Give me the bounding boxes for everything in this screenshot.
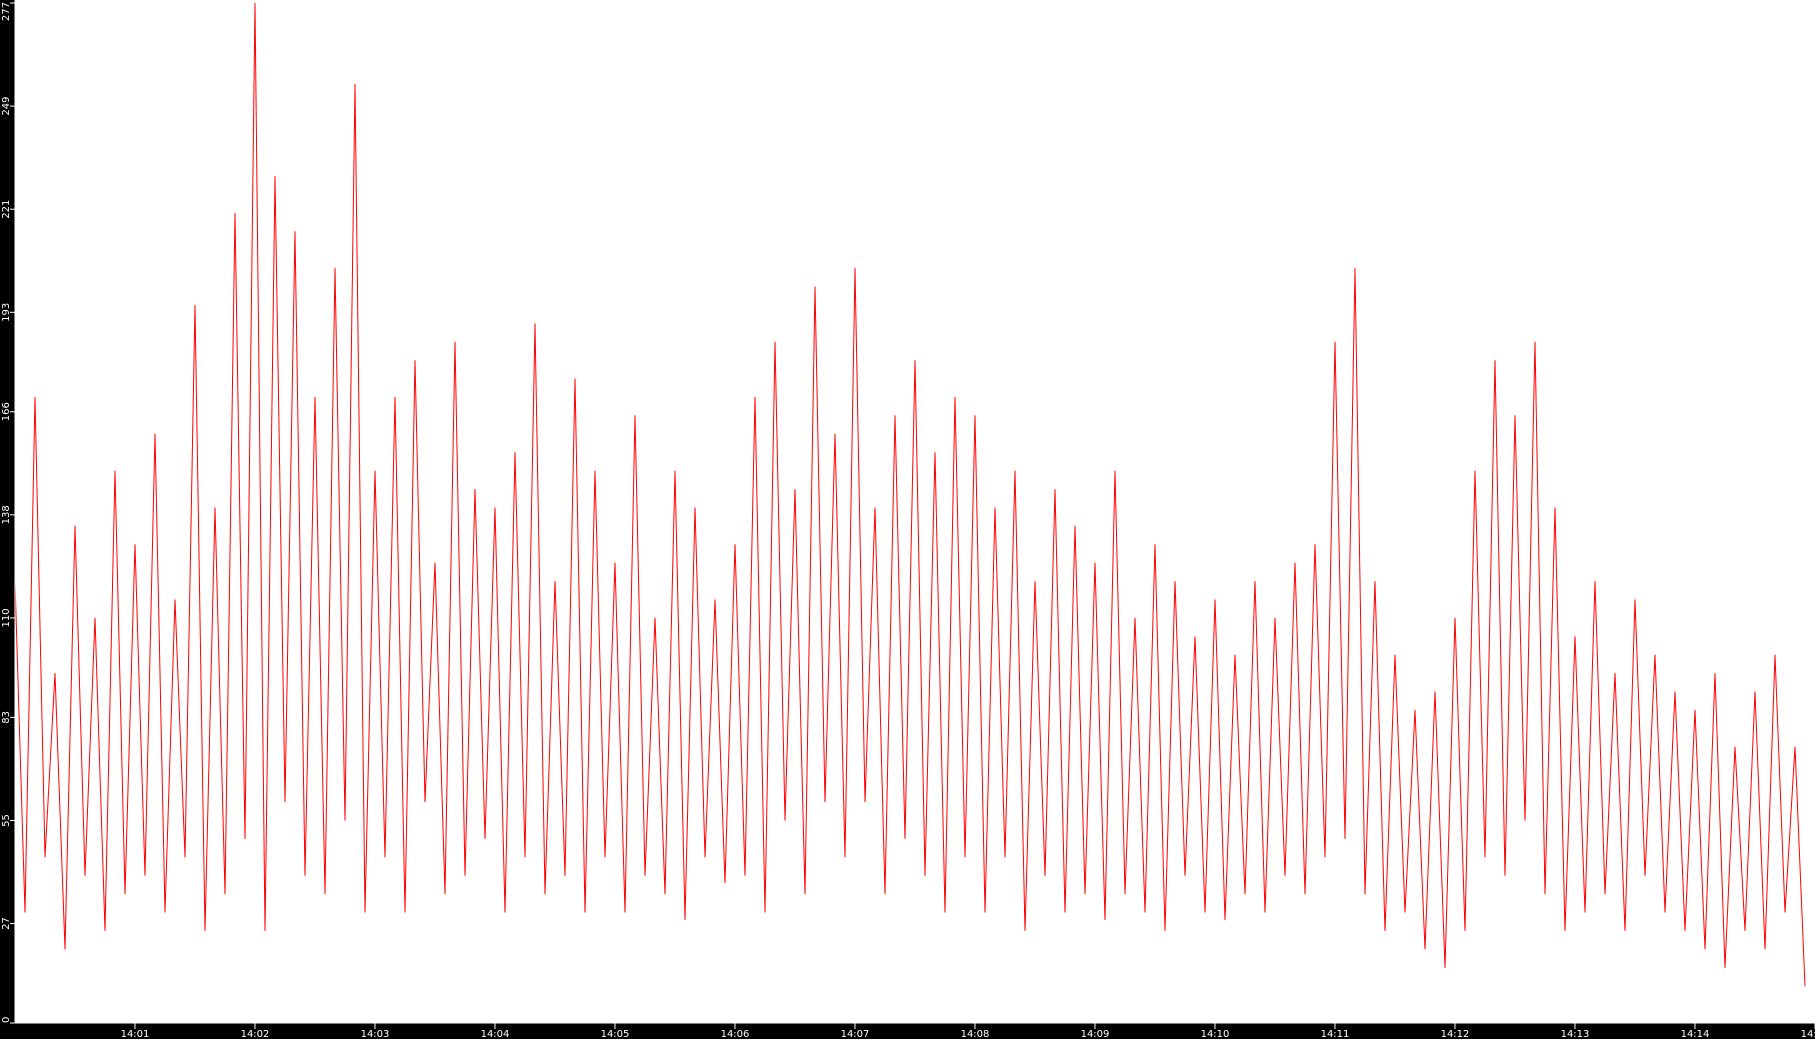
series-line: [14, 2, 1806, 987]
y-tick-label: 221: [1, 200, 12, 219]
x-tick-label: 14:06: [721, 1029, 750, 1039]
x-tick-label: 14:09: [1081, 1029, 1110, 1039]
x-tick-label: 14:03: [361, 1029, 390, 1039]
x-tick-label: 14:01: [121, 1029, 150, 1039]
y-tick-label: 193: [1, 303, 12, 322]
y-tick-label: 110: [1, 608, 12, 627]
y-axis-ticks: 0 27 55 83 110 138 166 193 221 249 277: [1, 2, 15, 1024]
y-tick-label: 55: [1, 814, 12, 827]
x-tick-label: 14:05: [601, 1029, 630, 1039]
y-tick-label: 249: [1, 97, 12, 116]
x-tick-label: 14:08: [961, 1029, 990, 1039]
x-tick-label: 14:04: [481, 1029, 510, 1039]
y-tick-label: 166: [1, 402, 12, 421]
y-tick-label: 0: [1, 1017, 12, 1023]
x-tick-label: 14:13: [1561, 1029, 1590, 1039]
x-axis-ticks: 14:01 14:02 14:03 14:04 14:05 14:06 14:07 14:08…: [121, 1023, 1815, 1039]
x-tick-label: 14:15: [1801, 1029, 1815, 1039]
y-tick-label: 83: [1, 711, 12, 724]
plot-area: [15, 0, 1815, 1023]
x-tick-label: 14:14: [1681, 1029, 1710, 1039]
x-tick-label: 14:12: [1441, 1029, 1470, 1039]
x-tick-label: 14:07: [841, 1029, 870, 1039]
y-tick-label: 277: [1, 2, 12, 21]
series-layer: [14, 2, 1806, 987]
x-tick-label: 14:10: [1201, 1029, 1230, 1039]
x-tick-label: 14:11: [1321, 1029, 1350, 1039]
x-tick-label: 14:02: [241, 1029, 270, 1039]
y-tick-label: 27: [1, 917, 12, 930]
y-tick-label: 138: [1, 505, 12, 524]
